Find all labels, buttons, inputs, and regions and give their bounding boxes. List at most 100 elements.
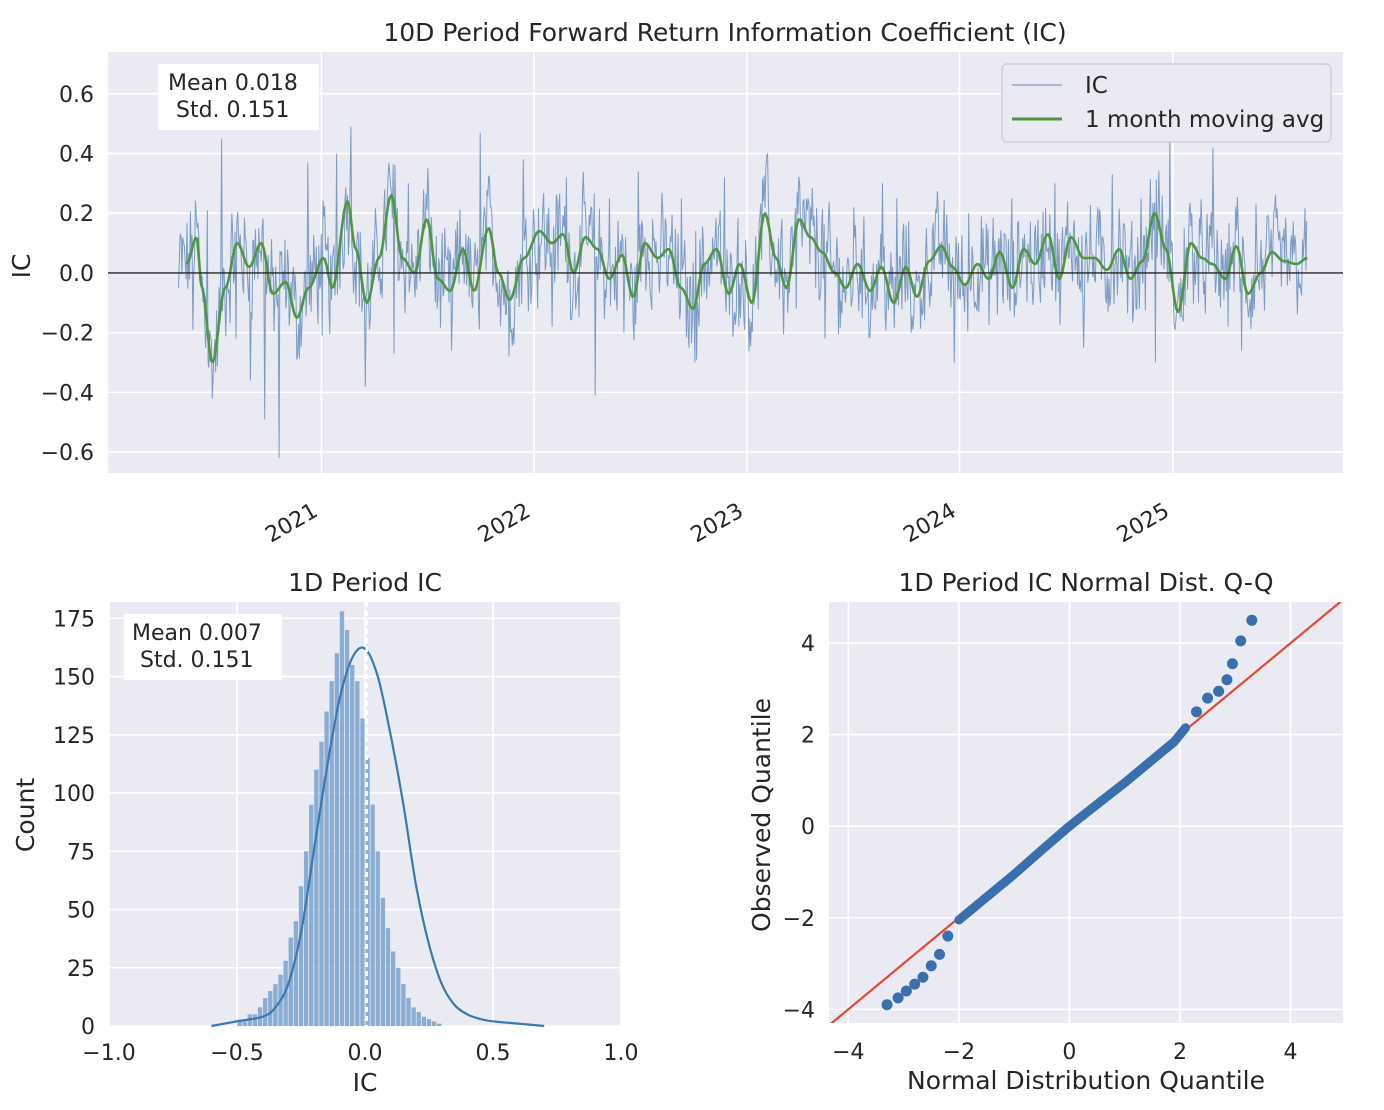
y-axis-label: Count [11, 778, 40, 852]
y-tick-label: 4 [801, 632, 815, 657]
histogram-bar [268, 991, 273, 1026]
histogram-bar [252, 1014, 258, 1026]
y-axis-label: Observed Quantile [747, 698, 776, 932]
y-tick-label: 75 [67, 840, 95, 865]
histogram-bar [355, 681, 360, 1026]
ic-timeseries-chart: −0.6 −0.4 −0.2 0.0 0.2 0.4 0.6 2021 2022 2023 202… [7, 18, 1343, 548]
x-tick-label: 2021 [261, 499, 322, 549]
histogram-bar [242, 1021, 247, 1026]
x-tick-label: 2024 [900, 499, 961, 549]
histogram-bar [411, 1007, 416, 1026]
legend: IC 1 month moving avg [1001, 63, 1332, 143]
y-tick-label: −0.6 [41, 441, 94, 466]
x-tick-label: 1.0 [604, 1041, 639, 1066]
histogram-bar [309, 804, 314, 1026]
qq-point [1226, 658, 1238, 670]
histogram-bar [319, 741, 324, 1026]
y-tick-label: 0 [801, 815, 815, 840]
histogram-bar [416, 1012, 421, 1026]
histogram-bar [344, 629, 350, 1026]
stats-mean: Mean 0.007 [132, 621, 262, 646]
histogram-bar [370, 804, 375, 1026]
qq-point [917, 971, 929, 983]
qq-point [1213, 685, 1225, 697]
chart-title: 1D Period IC Normal Dist. Q-Q [898, 568, 1273, 597]
y-tick-label: 0.0 [59, 262, 94, 287]
y-tick-label: 50 [67, 899, 95, 924]
y-tick-label: 0 [81, 1015, 95, 1040]
histogram-bar [273, 984, 278, 1026]
y-tick-label: 0.2 [59, 202, 94, 227]
histogram-bar [385, 928, 391, 1026]
stats-std: Std. 0.151 [140, 648, 254, 673]
histogram-bar [263, 998, 268, 1026]
histogram-bar [298, 886, 304, 1026]
y-tick-label: 125 [53, 724, 95, 749]
histogram-bar [360, 718, 365, 1026]
chart-title: 10D Period Forward Return Information Co… [383, 18, 1066, 47]
x-tick-label: 0 [1062, 1040, 1076, 1065]
histogram-bar [283, 960, 288, 1026]
x-tick-label: −0.5 [210, 1041, 263, 1066]
histogram-bar [421, 1016, 427, 1026]
histogram-bar [334, 653, 339, 1026]
quantile-curve [954, 723, 1190, 925]
y-tick-label: 0.4 [59, 143, 94, 168]
qq-point [934, 948, 946, 960]
histogram-bar [380, 897, 386, 1026]
ic-histogram-chart: −1.0 −0.5 0.0 0.5 1.0 0 25 50 75 100 125 150 175 1D… [11, 568, 639, 1097]
y-tick-label: 2 [801, 724, 815, 749]
stats-box: Mean 0.007 Std. 0.151 [124, 614, 282, 680]
histogram-bar [426, 1019, 432, 1026]
qq-point [1221, 674, 1233, 686]
stats-mean: Mean 0.018 [168, 71, 298, 96]
histogram-bar [303, 851, 309, 1026]
chart-title: 1D Period IC [288, 568, 442, 597]
y-tick-label: 150 [53, 666, 95, 691]
x-tick-label: −1.0 [82, 1041, 135, 1066]
histogram-bar [314, 769, 319, 1026]
histogram-bar [391, 951, 396, 1026]
y-tick-label: 0.6 [59, 83, 94, 108]
qq-point [892, 992, 904, 1004]
qq-point [1202, 692, 1214, 704]
x-tick-label: −4 [832, 1040, 864, 1065]
y-tick-label: −2 [783, 907, 815, 932]
stats-std: Std. 0.151 [176, 98, 290, 123]
y-tick-label: −4 [783, 998, 815, 1023]
histogram-bar [288, 937, 293, 1026]
histogram-bar [437, 1023, 442, 1026]
qq-point [909, 978, 921, 990]
qq-point [925, 960, 937, 972]
x-tick-label: 2025 [1113, 499, 1174, 549]
qq-point [942, 930, 954, 942]
qq-plot-chart: −4 −2 0 2 4 −4 −2 0 2 4 1D Period IC Normal Dist… [747, 568, 1343, 1095]
x-axis-label: IC [353, 1068, 378, 1097]
legend-label-moving-avg: 1 month moving avg [1085, 107, 1324, 133]
x-tick-label: 4 [1283, 1040, 1297, 1065]
histogram-bar [329, 681, 334, 1026]
histogram-bar [375, 851, 380, 1026]
qq-point [1191, 706, 1203, 718]
histogram-bar [406, 998, 411, 1026]
x-tick-label: 2 [1173, 1040, 1187, 1065]
qq-point [900, 985, 912, 997]
y-tick-label: 175 [53, 607, 95, 632]
x-tick-label: 0.5 [476, 1041, 511, 1066]
y-tick-label: −0.2 [41, 322, 94, 347]
x-axis-label: Normal Distribution Quantile [907, 1066, 1265, 1095]
histogram-bar [396, 967, 401, 1026]
moving-avg-line [185, 194, 1308, 364]
y-tick-label: 25 [67, 957, 95, 982]
x-tick-label: 0.0 [348, 1041, 383, 1066]
histogram-bar [431, 1021, 437, 1026]
x-tick-label: −2 [943, 1040, 975, 1065]
histogram-bar [293, 921, 299, 1026]
stats-box: Mean 0.018 Std. 0.151 [158, 64, 319, 130]
histogram-bar [350, 664, 355, 1026]
legend-label-ic: IC [1085, 73, 1108, 99]
y-tick-label: −0.4 [41, 381, 94, 406]
kde-curve [211, 646, 545, 1028]
qq-point [1235, 635, 1247, 647]
